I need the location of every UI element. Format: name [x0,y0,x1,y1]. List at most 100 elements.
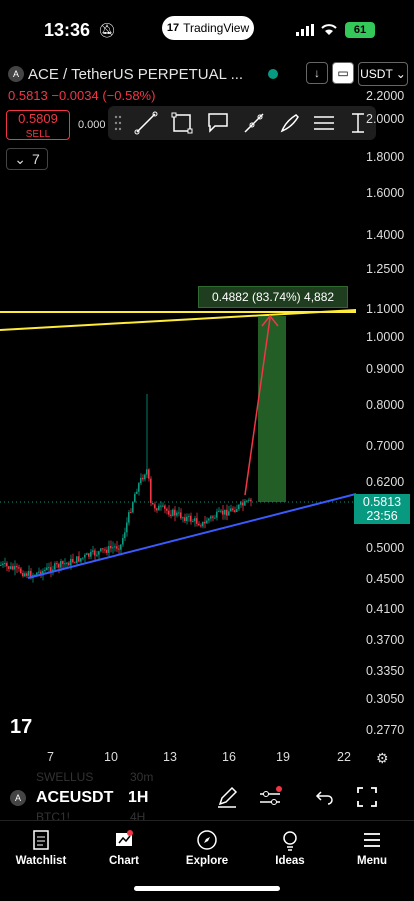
candle-body [196,518,198,524]
candle-body [240,502,242,505]
candle-body [76,556,78,563]
chevron-down-icon: ⌄ [395,67,406,81]
price-tick-label: 1.1000 [366,302,405,316]
tab-bar: Watchlist Chart Explore Ideas Menu [0,820,414,901]
ghost-symbol: SWELLUS [36,770,94,784]
candle-body [110,545,112,549]
tab-label: Ideas [275,855,305,867]
line-style-tool-icon[interactable] [312,111,336,135]
candle-body [94,550,96,556]
tab-ideas[interactable]: Ideas [249,829,331,867]
candle-body [112,547,114,549]
last-price-badge: 0.5813 23:56 [354,494,410,524]
candle-body [222,510,224,515]
indicators-collapse-button[interactable]: ⌄ 7 [6,148,48,170]
price-chart[interactable] [0,90,356,770]
candle-body [80,558,82,562]
price-tick-label: 0.3350 [366,664,405,678]
candle-body [8,566,10,569]
candle-body [78,556,80,562]
candle-body [230,508,232,512]
app-pill[interactable]: 17 TradingView [162,16,254,40]
time-tick-label: 16 [222,750,236,764]
candle-body [194,518,196,522]
candle-body [142,477,144,480]
indicators-icon[interactable] [258,786,282,808]
candle-body [202,521,204,527]
interval-button[interactable]: 1H [128,789,149,806]
candle-body [46,567,48,570]
candle-body [156,508,158,511]
candle-body [82,557,84,559]
resistance-line-angled [0,309,356,331]
ghost-interval: 30m [130,770,154,784]
measure-tool-icon[interactable] [346,111,370,135]
ray-tool-icon[interactable] [242,111,266,135]
candle-body [118,548,120,550]
candle-body [148,469,150,479]
candle-body [246,500,248,502]
price-tick-label: 1.2500 [366,262,405,276]
symbol-logo-icon: A [10,790,26,806]
callout-tool-icon[interactable] [206,111,230,135]
down-arrow-button[interactable]: ↓ [306,62,328,84]
undo-icon[interactable] [312,786,334,808]
candle-body [38,571,40,573]
sell-button[interactable]: 0.5809 SELL [6,110,70,140]
candle-body [6,562,8,567]
candle-body [158,505,160,511]
brush-tool-icon[interactable] [278,111,302,135]
candle-body [102,548,104,550]
symbol-title[interactable]: ACE / TetherUS PERPETUAL ... [28,66,244,83]
price-tick-label: 0.3700 [366,633,405,647]
candle-body [28,570,30,576]
price-tick-label: 0.4500 [366,572,405,586]
settings-gear-icon[interactable]: ⚙ [376,750,389,766]
symbol-button[interactable]: ACEUSDT [36,789,114,806]
tab-chart[interactable]: Chart [83,829,165,867]
rectangle-tool-icon[interactable] [170,111,194,135]
fullscreen-button[interactable]: ▭ [332,62,354,84]
candle-body [90,551,92,557]
candle-body [60,561,62,568]
candle-body [88,553,90,557]
sell-price: 0.5809 [18,111,58,126]
candle-body [182,517,184,519]
candle-body [226,509,228,516]
fullscreen-icon[interactable] [356,786,378,808]
time-tick-label: 19 [276,750,290,764]
time-tick-label: 22 [337,750,351,764]
candle-body [86,553,88,555]
tab-label: Explore [185,855,229,867]
status-time: 13:36 [44,20,91,40]
trend-line-tool-icon[interactable] [134,111,158,135]
lightbulb-icon [283,831,297,851]
candlestick-series [0,393,252,583]
candle-body [56,563,58,565]
price-tick-label: 1.0000 [366,330,405,344]
candle-body [162,505,164,507]
watchlist-icon [33,830,49,850]
tab-explore[interactable]: Explore [166,829,248,867]
candle-body [224,509,226,515]
symbol-logo-icon: A [8,66,24,82]
symbol-bar: SWELLUS 30m BTC1! 4H A ACEUSDT 1H [0,770,414,824]
last-price-value: 0.5813 [362,495,402,509]
candle-body [244,501,246,506]
tab-menu[interactable]: Menu [331,829,413,867]
candle-body [238,504,240,510]
pencil-icon[interactable] [216,786,238,808]
tab-label: Watchlist [15,855,67,867]
status-bar: 13:36 🔕︎ 17 TradingView 61 [0,0,414,58]
candle-body [168,510,170,515]
chart-icon [116,830,133,846]
candle-body [200,525,202,527]
candle-body [176,512,178,516]
candle-body [170,514,172,516]
candle-body [16,566,18,568]
currency-select[interactable]: USDT ⌄ [358,62,408,86]
support-trend-line [27,493,356,579]
tab-watchlist[interactable]: Watchlist [0,829,82,867]
candle-body [248,499,250,501]
candle-body [242,502,244,506]
